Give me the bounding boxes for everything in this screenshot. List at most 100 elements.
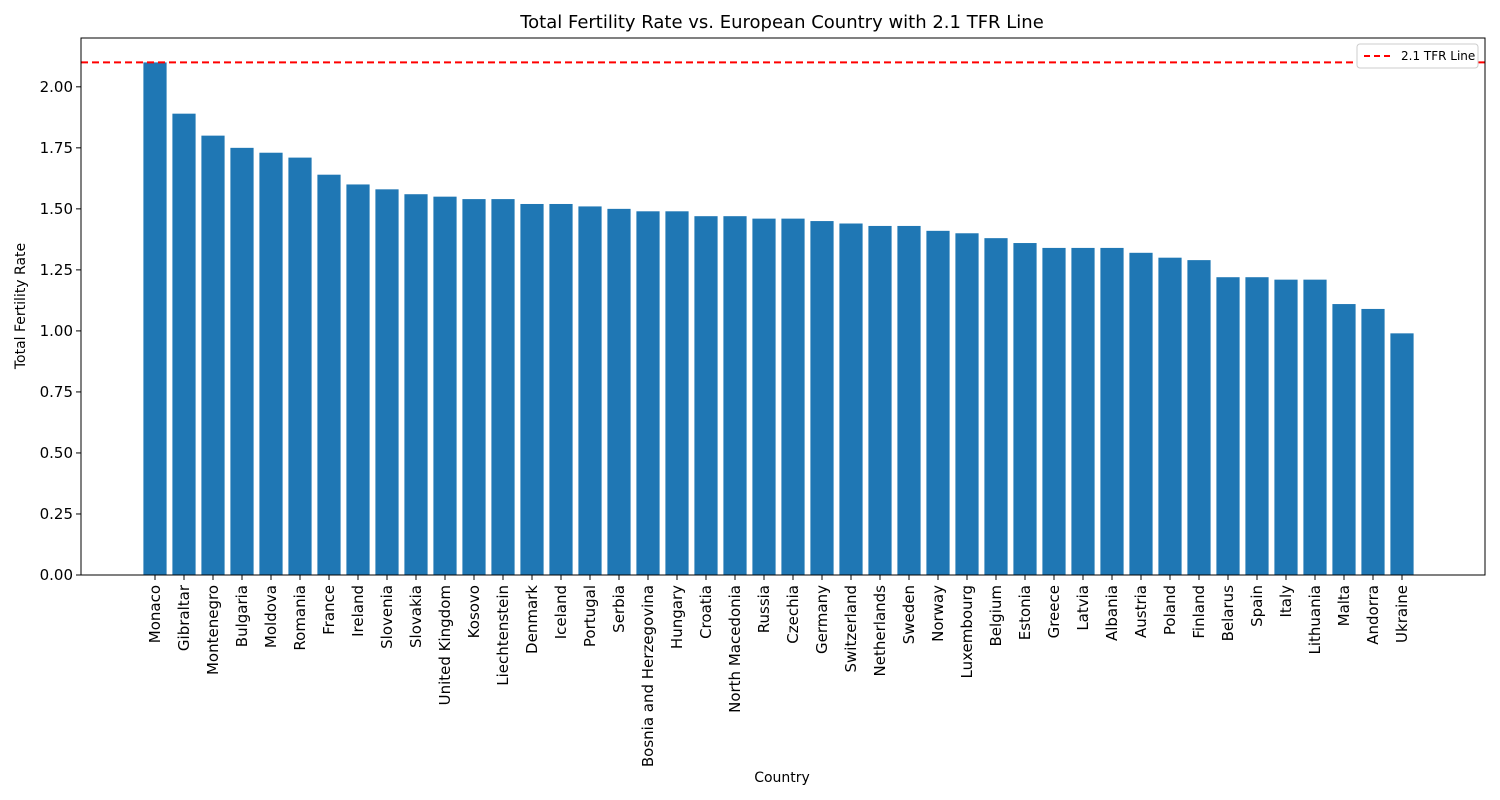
bar (172, 113, 196, 575)
bar (491, 199, 515, 575)
bar (926, 230, 950, 575)
bar (781, 218, 805, 576)
x-tick-label: Latvia (1074, 585, 1092, 631)
x-tick-label: Slovakia (407, 585, 425, 648)
x-tick-label: Gibraltar (175, 584, 193, 651)
x-tick-label: Netherlands (871, 585, 889, 677)
x-tick-label: Kosovo (465, 585, 483, 638)
x-tick-label: Iceland (552, 585, 570, 639)
bar (1187, 260, 1211, 575)
legend: 2.1 TFR Line (1356, 43, 1479, 69)
plot-frame (80, 37, 1486, 576)
bar (1158, 257, 1182, 575)
x-tick-label: Germany (813, 585, 831, 654)
bar (404, 194, 428, 575)
bar (665, 211, 689, 575)
x-tick-label: Norway (929, 585, 947, 642)
x-tick-label: Italy (1277, 585, 1295, 618)
bar (288, 157, 312, 575)
x-tick-label: Finland (1190, 585, 1208, 639)
x-axis: Monaco Gibraltar Montenegro Bulgaria Moldova… (146, 575, 1411, 767)
x-tick-label: Hungary (668, 585, 686, 649)
bar (868, 225, 892, 575)
x-tick-label: Bulgaria (233, 585, 251, 647)
bar (1216, 277, 1240, 575)
bar (955, 233, 979, 576)
bar (520, 203, 544, 575)
y-axis: 0.00 0.25 0.50 0.75 1.00 1.25 1.50 1.75 2.00 (40, 78, 81, 584)
bar (810, 221, 834, 575)
y-tick-label: 1.25 (40, 261, 73, 279)
x-tick-label: Russia (755, 585, 773, 633)
bar (839, 223, 863, 575)
legend-box (1356, 43, 1479, 69)
x-tick-label: Belgium (987, 585, 1005, 647)
x-tick-label: Andorra (1364, 585, 1382, 645)
y-tick-label: 1.75 (40, 139, 73, 157)
bar (694, 216, 718, 575)
x-tick-label: Albania (1103, 585, 1121, 641)
bar (1390, 333, 1414, 575)
x-tick-label: Ireland (349, 585, 367, 637)
bar (636, 211, 660, 575)
x-tick-label: Croatia (697, 585, 715, 639)
x-tick-label: Austria (1132, 585, 1150, 638)
y-tick-label: 1.00 (40, 322, 73, 340)
bar (1129, 252, 1153, 576)
bar (1042, 247, 1066, 575)
y-tick-label: 0.25 (40, 505, 73, 523)
x-tick-label: Czechia (784, 585, 802, 644)
x-tick-label: Moldova (262, 585, 280, 648)
bar (723, 216, 747, 575)
y-tick-label: 0.00 (40, 566, 73, 584)
y-tick-label: 1.50 (40, 200, 73, 218)
x-tick-label: Malta (1335, 585, 1353, 626)
bar (143, 62, 167, 575)
y-axis-label: Total Fertility Rate (13, 243, 29, 370)
x-tick-label: Estonia (1016, 585, 1034, 640)
y-tick-label: 0.75 (40, 383, 73, 401)
bar (1274, 279, 1298, 575)
bar (549, 203, 573, 575)
bar (317, 174, 341, 575)
x-tick-label: Greece (1045, 585, 1063, 638)
y-tick-label: 2.00 (40, 78, 73, 96)
bar (375, 189, 399, 575)
x-tick-label: Denmark (523, 585, 541, 654)
x-tick-label: Poland (1161, 585, 1179, 635)
bar (1245, 277, 1269, 575)
x-tick-label: Switzerland (842, 585, 860, 673)
bar (1013, 243, 1037, 575)
x-tick-label: Serbia (610, 585, 628, 633)
bar (433, 196, 457, 575)
x-tick-label: Ukraine (1393, 585, 1411, 643)
x-tick-label: Liechtenstein (494, 585, 512, 686)
x-tick-label: United Kingdom (436, 585, 454, 705)
y-tick-label: 0.50 (40, 444, 73, 462)
bar (578, 206, 602, 575)
chart-title: Total Fertility Rate vs. European Countr… (519, 12, 1044, 33)
x-tick-label: Lithuania (1306, 585, 1324, 654)
x-tick-label: Montenegro (204, 585, 222, 675)
x-tick-label: Sweden (900, 585, 918, 644)
bar (1071, 247, 1095, 575)
x-tick-label: Belarus (1219, 585, 1237, 642)
bar (897, 225, 921, 575)
x-tick-label: North Macedonia (726, 585, 744, 713)
bar (752, 218, 776, 576)
x-tick-label: Portugal (581, 585, 599, 647)
bar (201, 135, 225, 576)
bar (346, 184, 370, 576)
x-tick-label: France (320, 585, 338, 635)
bar (1303, 279, 1327, 575)
x-tick-label: Slovenia (378, 585, 396, 649)
x-axis-label: Country (754, 770, 810, 786)
x-tick-label: Bosnia and Herzegovina (639, 585, 657, 767)
bar (462, 199, 486, 575)
bar (1100, 247, 1124, 575)
legend-label: 2.1 TFR Line (1401, 49, 1475, 63)
x-tick-label: Luxembourg (958, 585, 976, 679)
bar (1332, 304, 1356, 575)
bars-group (143, 62, 1414, 576)
